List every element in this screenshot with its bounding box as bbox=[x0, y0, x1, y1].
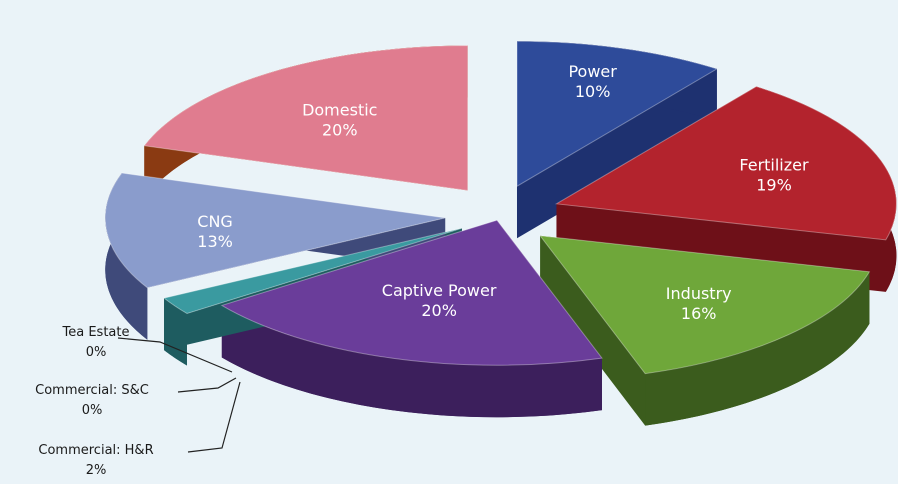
slice-percent: 19% bbox=[756, 175, 792, 194]
slice-label-commercial-s-c: Commercial: S&C 0% bbox=[35, 383, 149, 418]
slice-captive-power bbox=[220, 219, 603, 366]
slice-name: Power bbox=[568, 62, 617, 81]
slice-name: Fertilizer bbox=[739, 155, 809, 174]
leader-line-commercial-hr bbox=[187, 381, 241, 453]
slice-name: Tea Estate bbox=[62, 325, 130, 340]
slice-commercial-h-r bbox=[162, 227, 463, 315]
slice-domestic bbox=[143, 45, 469, 192]
slice-label-fertilizer: Fertilizer 19% bbox=[739, 155, 809, 194]
slice-percent: 13% bbox=[197, 232, 233, 251]
slice-percent: 0% bbox=[86, 345, 107, 360]
slice-labels: Power 10% Fertilizer 19% Industry 16% Captive … bbox=[35, 62, 809, 478]
slice-industry bbox=[538, 235, 871, 375]
slice-label-commercial-h-r: Commercial: H&R 2% bbox=[38, 443, 153, 478]
slice-label-tea-estate: Tea Estate 0% bbox=[62, 325, 130, 360]
slice-rim-industry bbox=[645, 271, 870, 426]
slice-rim-captive-power bbox=[221, 305, 602, 418]
slice-label-power: Power 10% bbox=[568, 62, 617, 101]
leader-lines bbox=[117, 337, 241, 453]
slice-rim-commercial-h-r bbox=[164, 298, 187, 366]
slice-percent: 0% bbox=[82, 403, 103, 418]
slice-cng bbox=[104, 172, 446, 289]
slice-percent: 16% bbox=[681, 304, 717, 323]
slice-label-cng: CNG 13% bbox=[197, 212, 233, 251]
leader-line-commercial-sc bbox=[177, 377, 237, 393]
slice-name: Domestic bbox=[302, 100, 377, 119]
slice-power bbox=[516, 40, 719, 188]
slice-label-captive-power: Captive Power 20% bbox=[382, 281, 497, 320]
slice-percent: 2% bbox=[86, 463, 107, 478]
slice-name: Captive Power bbox=[382, 281, 497, 300]
slice-top-layer bbox=[104, 40, 897, 375]
slice-fertilizer bbox=[554, 85, 897, 241]
slice-percent: 20% bbox=[421, 301, 457, 320]
slice-name: Commercial: S&C bbox=[35, 383, 149, 398]
slice-label-domestic: Domestic 20% bbox=[302, 100, 377, 139]
slice-name: CNG bbox=[197, 212, 233, 231]
leader-line-tea-estate bbox=[117, 337, 233, 373]
slice-name: Commercial: H&R bbox=[38, 443, 153, 458]
slice-percent: 10% bbox=[575, 82, 611, 101]
slice-name: Industry bbox=[666, 284, 732, 303]
slice-percent: 20% bbox=[322, 120, 358, 139]
slice-label-industry: Industry 16% bbox=[666, 284, 732, 323]
